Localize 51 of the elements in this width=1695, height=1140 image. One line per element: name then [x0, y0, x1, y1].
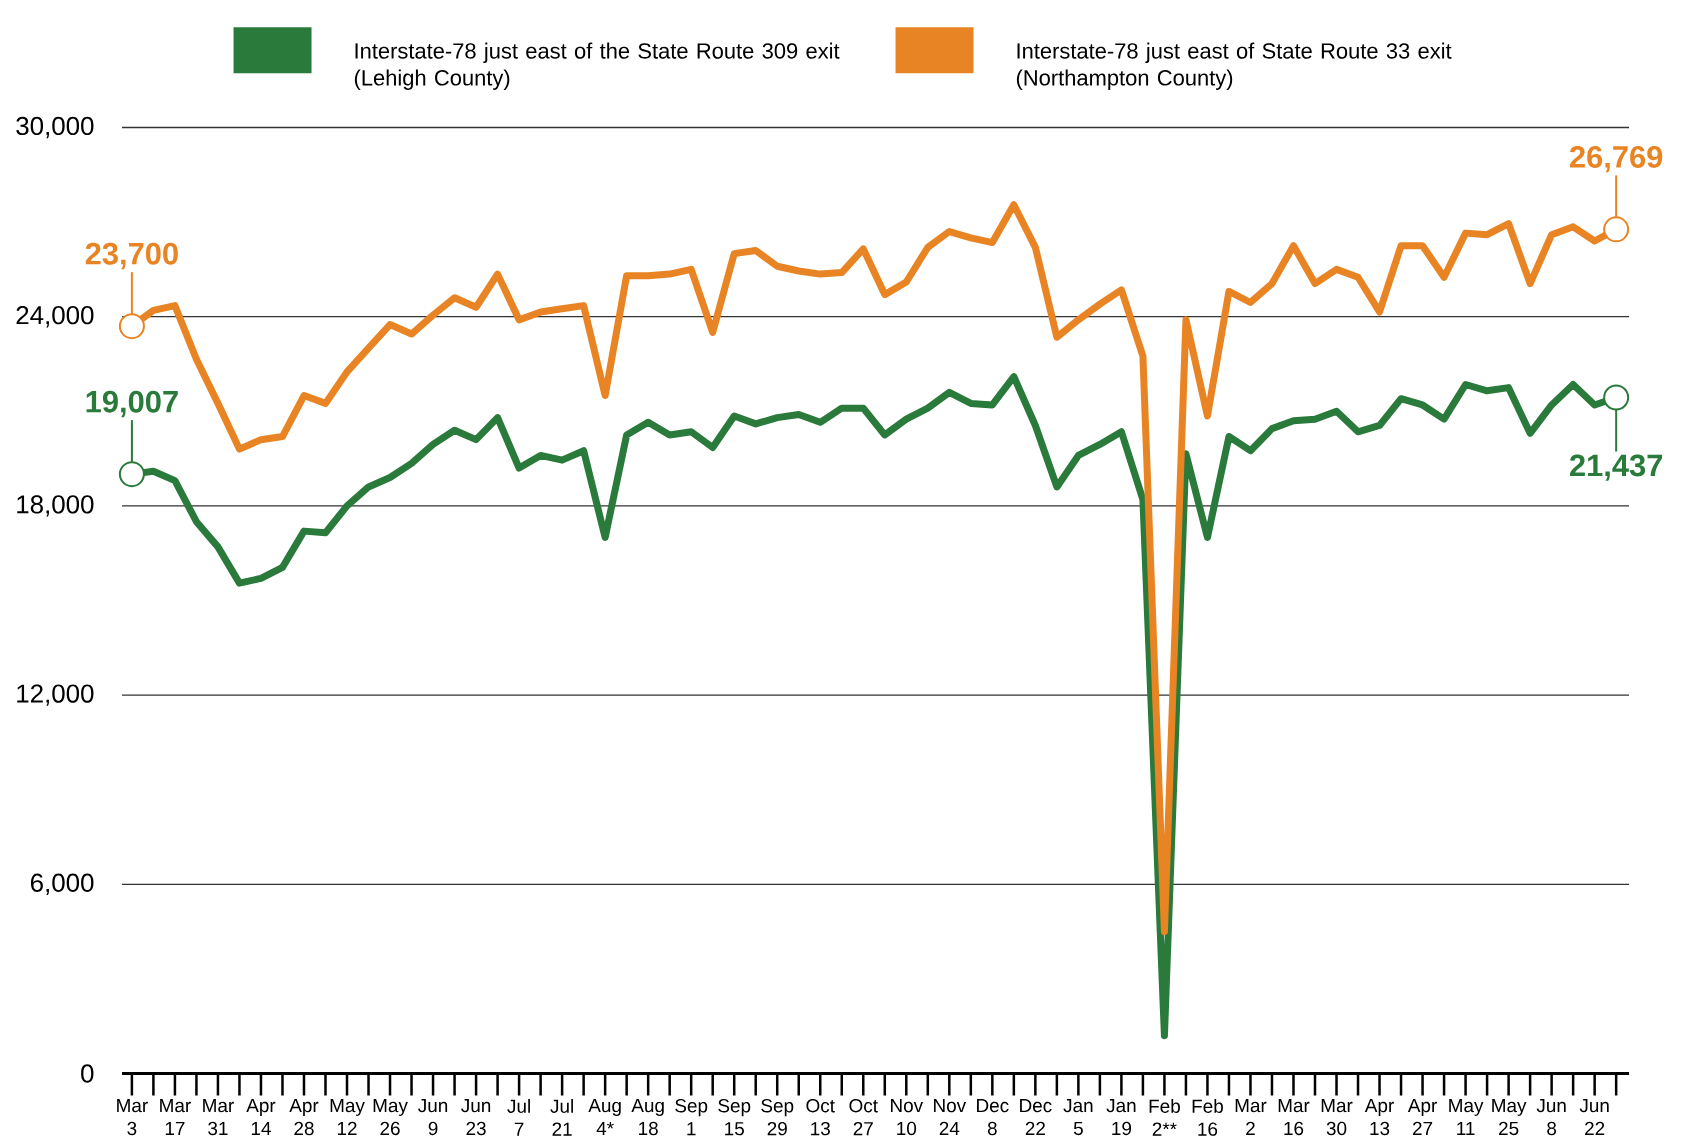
x-tick-label: Dec 22: [1020, 1099, 1052, 1135]
x-tick-label: Mar 17: [160, 1099, 191, 1135]
x-tick-label: Apr 14: [246, 1099, 276, 1135]
y-tick-label: 0: [81, 1064, 94, 1083]
data-label: 26,769: [1570, 146, 1663, 173]
data-label: 19,007: [86, 390, 178, 418]
x-tick-label: Jun 22: [1579, 1099, 1609, 1135]
x-tick-label: Mar 31: [203, 1099, 234, 1136]
x-tick-label: Feb 16: [1192, 1099, 1223, 1136]
x-tick-label: Sep 15: [718, 1099, 751, 1136]
y-tick-label: 6,000: [30, 873, 94, 895]
x-tick-label: Mar 3: [117, 1099, 148, 1136]
x-tick-label: Nov 10: [891, 1099, 924, 1136]
legend-label: Interstate-78 just east of the State Route 309 exit (Lehigh County): [354, 42, 840, 90]
x-tick-label: Sep 1: [675, 1099, 708, 1136]
legend-label: Interstate-78 just east of State Route 33 exit (Northampton County): [1016, 42, 1452, 90]
x-tick-label: Dec 8: [977, 1099, 1009, 1136]
x-tick-label: Feb 2**: [1149, 1099, 1180, 1136]
x-tick-label: Jun 9: [418, 1099, 448, 1136]
x-tick-label: Jun 23: [461, 1099, 491, 1136]
x-tick-label: Aug 4*: [588, 1099, 621, 1135]
x-tick-label: Apr 28: [289, 1099, 319, 1136]
x-tick-label: Jun 8: [1536, 1099, 1566, 1136]
y-tick-label: 24,000: [16, 305, 94, 328]
data-label: 21,437: [1570, 454, 1663, 481]
x-tick-label: May 26: [373, 1099, 408, 1136]
x-tick-label: Mar 30: [1321, 1099, 1353, 1136]
x-tick-label: May 12: [330, 1099, 365, 1135]
x-tick-label: Apr 27: [1407, 1099, 1437, 1135]
x-tick-label: Jul 21: [550, 1099, 573, 1136]
x-tick-label: Aug 18: [631, 1099, 664, 1136]
x-tick-label: Mar 2: [1235, 1099, 1267, 1135]
x-tick-label: May 25: [1492, 1099, 1527, 1136]
x-tick-label: Sep 29: [761, 1099, 794, 1136]
y-tick-label: 30,000: [16, 116, 94, 139]
x-tick-label: Mar 16: [1278, 1099, 1310, 1136]
x-tick-label: Nov 24: [934, 1099, 967, 1135]
point: [118, 461, 145, 488]
x-tick-label: Jan 5: [1063, 1099, 1093, 1136]
x-tick-label: Oct 27: [849, 1099, 878, 1136]
point: [118, 313, 145, 340]
x-tick-label: Apr 13: [1364, 1099, 1394, 1136]
point: [1603, 216, 1630, 243]
data-label: 23,700: [85, 242, 178, 270]
y-tick-label: 18,000: [17, 495, 94, 517]
x-tick-label: Oct 13: [806, 1099, 835, 1136]
x-tick-label: Jul 7: [507, 1099, 530, 1136]
x-tick-label: May 11: [1449, 1099, 1484, 1135]
y-tick-label: 12,000: [17, 684, 94, 706]
point: [1603, 384, 1630, 411]
x-tick-label: Jan 19: [1106, 1099, 1136, 1136]
